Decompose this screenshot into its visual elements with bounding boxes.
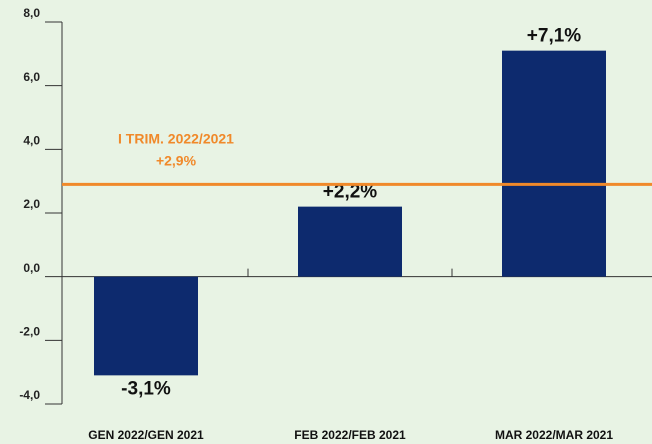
y-tick-label: 6,0 — [23, 70, 40, 84]
y-tick-label: 8,0 — [23, 6, 40, 20]
y-tick-label: -2,0 — [19, 325, 40, 339]
y-tick-label: 2,0 — [23, 197, 40, 211]
x-tick-label: FEB 2022/FEB 2021 — [294, 428, 406, 442]
reference-value-label: +2,9% — [156, 153, 197, 169]
x-tick-label: GEN 2022/GEN 2021 — [88, 428, 204, 442]
x-tick-label: MAR 2022/MAR 2021 — [495, 428, 613, 442]
value-label: +7,1% — [527, 26, 582, 47]
value-label: +2,2% — [323, 182, 378, 203]
bar — [502, 50, 606, 277]
value-label: -3,1% — [121, 378, 171, 399]
y-tick-label: 0,0 — [23, 261, 40, 275]
y-tick-label: 4,0 — [23, 134, 40, 148]
y-tick-label: -4,0 — [19, 388, 40, 402]
bar — [298, 206, 402, 277]
reference-label: I TRIM. 2022/2021 — [118, 131, 234, 147]
bar — [94, 276, 198, 376]
